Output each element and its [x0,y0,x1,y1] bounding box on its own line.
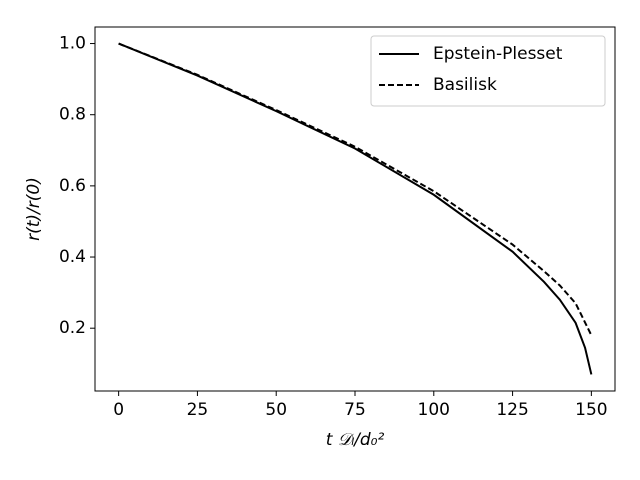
x-tick-label: 0 [113,400,124,420]
x-tick-label: 100 [418,400,450,420]
y-tick-label: 0.2 [59,318,86,338]
legend-box [370,35,606,107]
y-axis-label: r(t)/r(0) [24,177,44,241]
y-tick-label: 0.8 [59,105,86,125]
x-tick-label: 75 [344,400,366,420]
x-tick-label: 150 [575,400,607,420]
line-series [118,42,593,336]
y-tick-label: 0.4 [59,247,86,267]
legend-label: Epstein-Plesset [433,44,563,64]
y-tick-label: 0.6 [59,176,86,196]
line-series [118,42,593,375]
y-tick-label: 1.0 [59,34,86,54]
x-tick-label: 50 [265,400,287,420]
x-tick-label: 125 [496,400,528,420]
x-axis-label: t 𝒟ₗ/d₀² [326,430,385,450]
x-tick-label: 25 [187,400,209,420]
legend-label: Basilisk [433,75,497,95]
